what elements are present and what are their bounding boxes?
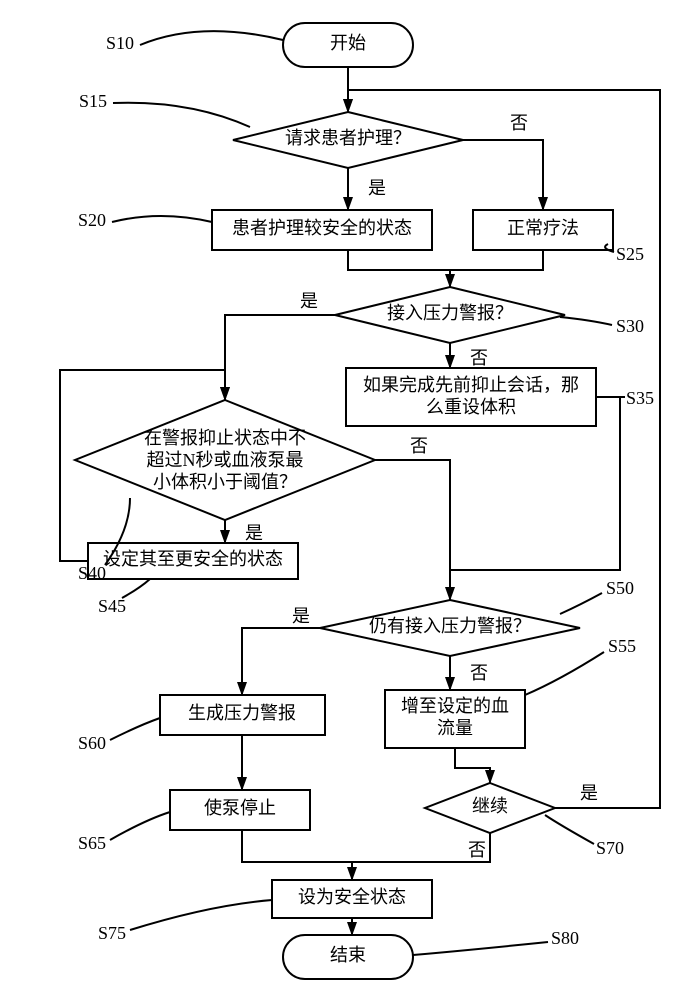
label-yes: 是 xyxy=(300,291,318,311)
svg-text:S50: S50 xyxy=(606,578,634,598)
svg-text:S80: S80 xyxy=(551,928,579,948)
svg-text:流量: 流量 xyxy=(437,718,473,738)
ref-S65: S65 xyxy=(78,812,170,853)
ref-S80: S80 xyxy=(413,928,579,955)
ref-S10: S10 xyxy=(106,31,283,53)
terminator-end: 结束 xyxy=(283,935,413,979)
label-no: 否 xyxy=(468,840,486,860)
arrow xyxy=(242,628,320,695)
ref-S20: S20 xyxy=(78,210,212,230)
svg-text:结束: 结束 xyxy=(330,945,366,965)
svg-text:在警报抑止状态中不: 在警报抑止状态中不 xyxy=(144,428,306,448)
decision-S50: 仍有接入压力警报？ xyxy=(320,600,580,656)
ref-S70: S70 xyxy=(545,815,624,858)
svg-text:S45: S45 xyxy=(98,596,126,616)
ref-S50: S50 xyxy=(560,578,634,614)
ref-S45: S45 xyxy=(98,579,150,616)
decision-S70: 继续 xyxy=(425,783,555,833)
svg-text:超过N秒或血液泵最: 超过N秒或血液泵最 xyxy=(147,450,304,470)
svg-text:么重设体积: 么重设体积 xyxy=(426,397,516,417)
connector xyxy=(348,250,450,270)
svg-text:设为安全状态: 设为安全状态 xyxy=(298,887,406,907)
svg-text:接入压力警报？: 接入压力警报？ xyxy=(387,303,513,323)
connector xyxy=(375,460,450,570)
ref-S35: S35 xyxy=(596,388,654,408)
ref-S60: S60 xyxy=(78,718,160,753)
label-no: 否 xyxy=(410,436,428,456)
svg-text:S30: S30 xyxy=(616,316,644,336)
svg-text:S20: S20 xyxy=(78,210,106,230)
svg-text:S60: S60 xyxy=(78,733,106,753)
terminator-start: 开始 xyxy=(283,23,413,67)
flowchart: 开始 结束 患者护理较安全的状态 正常疗法 如果完成先前抑止会话，那 么重设体积… xyxy=(0,0,696,1000)
svg-text:S55: S55 xyxy=(608,636,636,656)
process-S75: 设为安全状态 xyxy=(272,880,432,918)
svg-text:继续: 继续 xyxy=(472,796,508,816)
arrow xyxy=(455,748,490,783)
svg-text:S65: S65 xyxy=(78,833,106,853)
svg-text:S10: S10 xyxy=(106,33,134,53)
process-S25: 正常疗法 xyxy=(473,210,613,250)
svg-text:患者护理较安全的状态: 患者护理较安全的状态 xyxy=(232,218,412,238)
svg-text:请求患者护理？: 请求患者护理？ xyxy=(285,128,411,148)
svg-text:S70: S70 xyxy=(596,838,624,858)
connector xyxy=(242,830,352,862)
process-S45: 设定其至更安全的状态 xyxy=(88,543,298,579)
svg-text:增至设定的血: 增至设定的血 xyxy=(401,696,509,716)
ref-S15: S15 xyxy=(79,91,250,127)
svg-text:开始: 开始 xyxy=(330,33,366,53)
decision-S40: 在警报抑止状态中不 超过N秒或血液泵最 小体积小于阈值？ xyxy=(75,400,375,520)
decision-S15: 请求患者护理？ xyxy=(233,112,463,168)
svg-text:仍有接入压力警报？: 仍有接入压力警报？ xyxy=(369,616,531,636)
svg-text:正常疗法: 正常疗法 xyxy=(507,218,579,238)
svg-text:生成压力警报: 生成压力警报 xyxy=(188,703,296,723)
process-S55: 增至设定的血 流量 xyxy=(385,690,525,748)
process-S65: 使泵停止 xyxy=(170,790,310,830)
label-no: 否 xyxy=(510,113,528,133)
svg-text:如果完成先前抑止会话，那: 如果完成先前抑止会话，那 xyxy=(363,375,579,395)
decision-S30: 接入压力警报？ xyxy=(335,287,565,343)
arrow xyxy=(225,315,335,400)
svg-text:小体积小于阈值？: 小体积小于阈值？ xyxy=(153,472,297,492)
label-yes: 是 xyxy=(245,523,263,543)
arrow xyxy=(463,140,543,210)
ref-S75: S75 xyxy=(98,900,272,943)
svg-text:S25: S25 xyxy=(616,244,644,264)
svg-text:使泵停止: 使泵停止 xyxy=(204,798,276,818)
svg-text:设定其至更安全的状态: 设定其至更安全的状态 xyxy=(103,549,283,569)
svg-text:S75: S75 xyxy=(98,923,126,943)
label-no: 否 xyxy=(470,663,488,683)
process-S20: 患者护理较安全的状态 xyxy=(212,210,432,250)
connector xyxy=(450,250,543,270)
svg-text:S40: S40 xyxy=(78,563,106,583)
svg-text:S35: S35 xyxy=(626,388,654,408)
label-yes: 是 xyxy=(292,606,310,626)
process-S35: 如果完成先前抑止会话，那 么重设体积 xyxy=(346,368,596,426)
ref-S55: S55 xyxy=(525,636,636,695)
svg-text:S15: S15 xyxy=(79,91,107,111)
ref-S30: S30 xyxy=(560,316,644,336)
label-yes: 是 xyxy=(580,783,598,803)
label-yes: 是 xyxy=(368,178,386,198)
process-S60: 生成压力警报 xyxy=(160,695,325,735)
label-no: 否 xyxy=(470,348,488,368)
